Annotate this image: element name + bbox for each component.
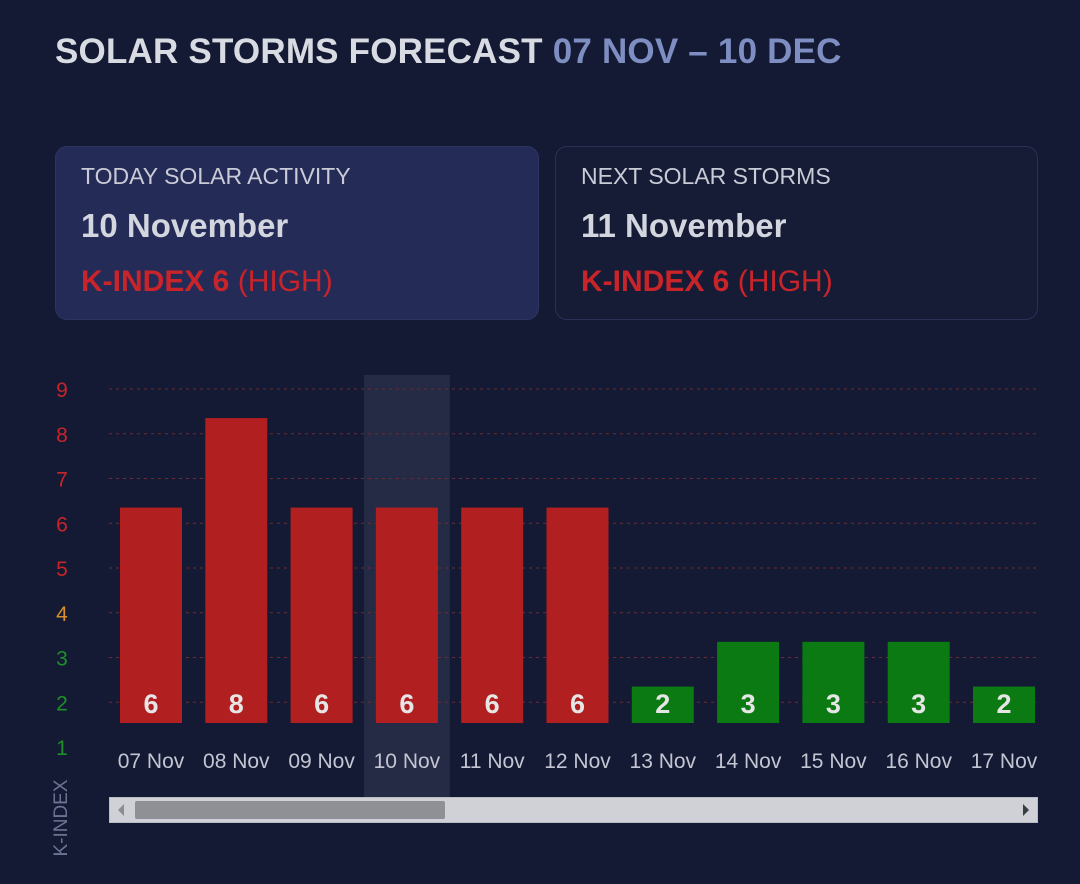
bar-value-label: 6 <box>314 689 329 719</box>
x-tick-label: 15 Nov <box>800 750 867 773</box>
bar-value-label: 6 <box>143 689 158 719</box>
y-tick-8: 8 <box>56 424 68 447</box>
y-tick-1: 1 <box>56 737 68 760</box>
next-kindex-level: (HIGH) <box>737 265 833 298</box>
bar-13-nov <box>631 686 694 723</box>
y-tick-3: 3 <box>56 648 68 671</box>
bar-12-nov <box>546 507 609 723</box>
page-title: SOLAR STORMS FORECAST 07 NOV – 10 DEC <box>55 32 842 72</box>
bar-value-label: 3 <box>826 689 841 719</box>
x-tick-label: 14 Nov <box>715 750 782 773</box>
bar-07-nov <box>120 507 182 723</box>
x-tick-label: 11 Nov <box>460 750 525 773</box>
bar-value-label: 2 <box>655 689 670 719</box>
x-tick-label: 13 Nov <box>630 750 697 773</box>
x-tick-label: 16 Nov <box>885 750 952 773</box>
bar-value-label: 8 <box>229 689 244 719</box>
kindex-bar-chart: 1 2 3 4 5 6 7 8 9 6 07 Nov 8 08 Nov 6 09 Nov 6 10 Nov 6 11… <box>56 375 1038 798</box>
scroll-right-arrow-icon[interactable] <box>1023 804 1029 816</box>
today-card-label: TODAY SOLAR ACTIVITY <box>81 163 351 189</box>
title-main: SOLAR STORMS FORECAST <box>55 32 543 71</box>
x-tick-label: 17 Nov <box>971 750 1038 773</box>
bar-14-nov <box>717 641 780 723</box>
bar-value-label: 2 <box>996 689 1011 719</box>
x-tick-label: 10 Nov <box>374 750 441 773</box>
bar-10-nov <box>375 507 438 723</box>
y-tick-7: 7 <box>56 469 68 492</box>
chart-horizontal-scrollbar[interactable] <box>109 797 1038 823</box>
bar-08-nov <box>205 418 268 723</box>
bar-value-label: 3 <box>741 689 756 719</box>
bar-value-label: 6 <box>570 689 585 719</box>
today-card-kindex: K-INDEX 6 (HIGH) <box>81 265 333 299</box>
title-date-range: 07 NOV – 10 DEC <box>552 32 842 71</box>
bar-value-label: 6 <box>399 689 414 719</box>
today-kindex-value: K-INDEX 6 <box>81 265 230 298</box>
y-tick-4: 4 <box>56 603 68 626</box>
next-storms-card: NEXT SOLAR STORMS 11 November K-INDEX 6 … <box>555 146 1038 320</box>
y-tick-9: 9 <box>56 379 68 402</box>
bar-09-nov <box>290 507 353 723</box>
today-kindex-level: (HIGH) <box>237 265 333 298</box>
next-card-kindex: K-INDEX 6 (HIGH) <box>581 265 833 299</box>
next-card-label: NEXT SOLAR STORMS <box>581 163 831 189</box>
x-tick-label: 12 Nov <box>544 750 611 773</box>
bar-value-label: 3 <box>911 689 926 719</box>
next-kindex-value: K-INDEX 6 <box>581 265 730 298</box>
today-card-date: 10 November <box>81 207 289 244</box>
bar-11-nov <box>461 507 524 723</box>
y-tick-6: 6 <box>56 513 68 536</box>
scroll-left-arrow-icon[interactable] <box>118 804 124 816</box>
y-axis-label: K-INDEX <box>51 779 72 857</box>
y-tick-2: 2 <box>56 692 68 715</box>
bar-16-nov <box>887 641 950 723</box>
scrollbar-thumb[interactable] <box>135 801 445 819</box>
bar-17-nov <box>973 686 1035 723</box>
today-activity-card: TODAY SOLAR ACTIVITY 10 November K-INDEX… <box>55 146 539 320</box>
y-tick-5: 5 <box>56 558 68 581</box>
x-tick-label: 07 Nov <box>118 750 185 773</box>
x-tick-label: 08 Nov <box>203 750 270 773</box>
bar-15-nov <box>802 641 865 723</box>
bar-value-label: 6 <box>485 689 500 719</box>
x-tick-label: 09 Nov <box>288 750 355 773</box>
next-card-date: 11 November <box>581 207 787 244</box>
